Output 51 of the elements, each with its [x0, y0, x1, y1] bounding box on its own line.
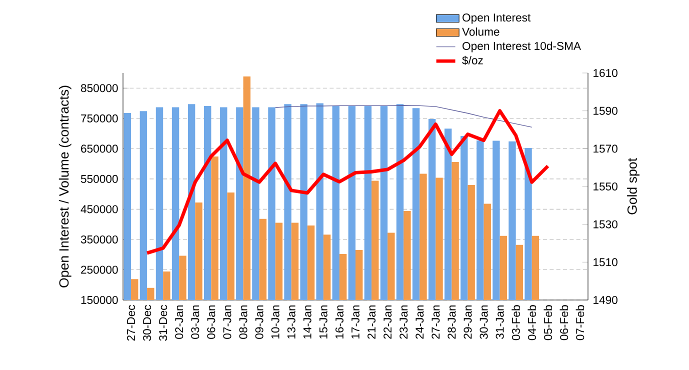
x-tick-label: 24-Jan [416, 305, 424, 339]
x-tick-label: 08-Jan [239, 305, 248, 339]
x-tick-label: 22-Jan [384, 305, 392, 339]
x-tick-label: 31-Jan [496, 305, 504, 339]
y-tick-label: 650000 [81, 144, 118, 153]
x-tick-label: 03-Feb [512, 305, 520, 340]
y-tick-label: 150000 [81, 296, 118, 304]
y-tick-label: 850000 [80, 84, 118, 92]
x-tick-label: 17-Jan [352, 305, 360, 338]
y-axis-title: Open Interest / Volume (contracts) [58, 86, 72, 288]
y-tick-label: 450000 [80, 205, 118, 214]
x-tick-label: 03-Jan [191, 305, 200, 339]
x-tick-label: 30-Dec [143, 305, 152, 341]
x-tick-label: 02-Jan [175, 305, 184, 339]
y2-tick-label: 1530 [594, 220, 618, 228]
x-tick-label: 14-Jan [303, 305, 312, 338]
x-tick-label: 15-Jan [319, 305, 328, 338]
x-tick-label: 27-Dec [127, 305, 136, 341]
x-tick-label: 07-Jan [223, 305, 232, 339]
y2-tick-label: 1610 [594, 68, 618, 77]
legend-label: Volume [462, 27, 500, 36]
legend-label: Open Interest 10d-SMA [462, 42, 582, 52]
y2-tick-label: 1550 [594, 182, 618, 190]
y2-tick-label: 1570 [594, 144, 618, 153]
y-tick-label: 250000 [81, 266, 118, 274]
x-tick-label: 05-Feb [544, 305, 552, 340]
y2-axis-title: Gold spot [627, 158, 640, 214]
y-tick-label: 350000 [80, 235, 118, 244]
x-tick-label: 30-Jan [480, 305, 488, 339]
x-tick-label: 13-Jan [287, 305, 296, 338]
x-tick-label: 06-Feb [560, 305, 568, 340]
x-tick-label: 16-Jan [335, 305, 344, 338]
y-tick-label: 550000 [80, 174, 118, 183]
x-tick-label: 28-Jan [448, 305, 456, 339]
y2-tick-label: 1490 [594, 296, 618, 304]
y-tick-label: 750000 [81, 114, 118, 122]
x-tick-label: 27-Jan [432, 305, 440, 339]
y2-tick-label: 1590 [594, 106, 618, 115]
line-series [145, 109, 550, 255]
x-tick-label: 31-Dec [159, 305, 168, 341]
x-tick-label: 06-Jan [207, 305, 216, 339]
x-tick-label: 09-Jan [255, 305, 264, 339]
x-tick-label: 23-Jan [400, 305, 408, 339]
x-tick-label: 29-Jan [464, 305, 472, 339]
x-tick-label: 10-Jan [271, 305, 280, 338]
x-tick-label: 04-Feb [528, 305, 536, 340]
x-tick-label: 07-Feb [576, 305, 584, 340]
x-tick-label: 21-Jan [368, 305, 376, 339]
y2-tick-label: 1510 [594, 258, 618, 266]
legend-label: $/oz [462, 56, 483, 66]
legend-label: Open Interest [462, 14, 531, 24]
